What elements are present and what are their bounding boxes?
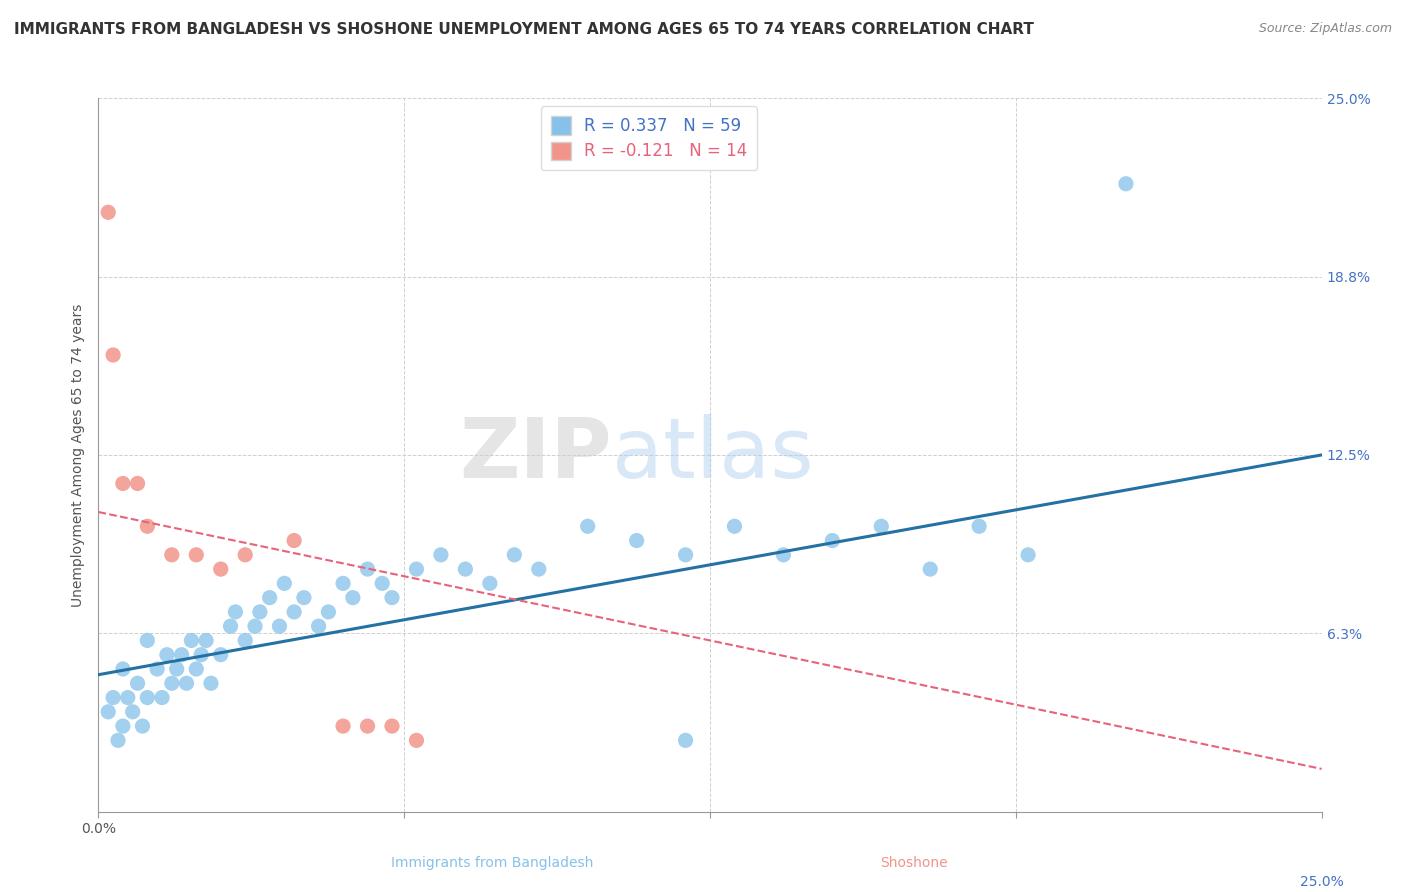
- Text: Source: ZipAtlas.com: Source: ZipAtlas.com: [1258, 22, 1392, 36]
- Point: [224, 605, 246, 619]
- Point: [1115, 177, 1137, 191]
- Text: atlas: atlas: [612, 415, 814, 495]
- Point: [131, 719, 153, 733]
- Point: [97, 705, 120, 719]
- Point: [176, 676, 198, 690]
- Point: [503, 548, 526, 562]
- Y-axis label: Unemployment Among Ages 65 to 74 years: Unemployment Among Ages 65 to 74 years: [72, 303, 86, 607]
- Point: [117, 690, 139, 705]
- Point: [101, 690, 124, 705]
- Point: [283, 605, 305, 619]
- Text: 25.0%: 25.0%: [1299, 874, 1344, 888]
- Point: [723, 519, 745, 533]
- Point: [273, 576, 295, 591]
- Point: [219, 619, 242, 633]
- Point: [233, 548, 256, 562]
- Point: [233, 633, 256, 648]
- Point: [107, 733, 129, 747]
- Point: [249, 605, 271, 619]
- Point: [209, 562, 232, 576]
- Point: [160, 676, 183, 690]
- Point: [920, 562, 942, 576]
- Point: [454, 562, 477, 576]
- Point: [576, 519, 599, 533]
- Point: [136, 690, 159, 705]
- Point: [405, 733, 427, 747]
- Point: [121, 705, 143, 719]
- Point: [283, 533, 305, 548]
- Point: [870, 519, 893, 533]
- Point: [430, 548, 453, 562]
- Point: [180, 633, 202, 648]
- Point: [1017, 548, 1039, 562]
- Point: [136, 633, 159, 648]
- Point: [111, 476, 134, 491]
- Point: [166, 662, 188, 676]
- Point: [259, 591, 281, 605]
- Point: [127, 476, 149, 491]
- Point: [332, 719, 354, 733]
- Point: [821, 533, 844, 548]
- Text: IMMIGRANTS FROM BANGLADESH VS SHOSHONE UNEMPLOYMENT AMONG AGES 65 TO 74 YEARS CO: IMMIGRANTS FROM BANGLADESH VS SHOSHONE U…: [14, 22, 1033, 37]
- Point: [200, 676, 222, 690]
- Point: [160, 548, 183, 562]
- Point: [381, 719, 404, 733]
- Point: [111, 662, 134, 676]
- Point: [269, 619, 291, 633]
- Point: [127, 676, 149, 690]
- Point: [342, 591, 364, 605]
- Point: [292, 591, 315, 605]
- Text: ZIP: ZIP: [460, 415, 612, 495]
- Point: [626, 533, 648, 548]
- Point: [308, 619, 330, 633]
- Point: [97, 205, 120, 219]
- Point: [478, 576, 501, 591]
- Point: [190, 648, 212, 662]
- Point: [675, 548, 697, 562]
- Point: [195, 633, 218, 648]
- Point: [186, 548, 208, 562]
- Point: [356, 562, 378, 576]
- Point: [243, 619, 266, 633]
- Point: [101, 348, 124, 362]
- Point: [146, 662, 169, 676]
- Point: [967, 519, 990, 533]
- Point: [156, 648, 179, 662]
- Point: [150, 690, 173, 705]
- Point: [356, 719, 378, 733]
- Point: [405, 562, 427, 576]
- Point: [318, 605, 340, 619]
- Text: Immigrants from Bangladesh: Immigrants from Bangladesh: [391, 855, 593, 870]
- Point: [111, 719, 134, 733]
- Point: [527, 562, 550, 576]
- Point: [371, 576, 394, 591]
- Point: [136, 519, 159, 533]
- Legend: R = 0.337   N = 59, R = -0.121   N = 14: R = 0.337 N = 59, R = -0.121 N = 14: [540, 106, 758, 170]
- Point: [772, 548, 794, 562]
- Point: [209, 648, 232, 662]
- Text: Shoshone: Shoshone: [880, 855, 948, 870]
- Point: [675, 733, 697, 747]
- Point: [381, 591, 404, 605]
- Point: [170, 648, 193, 662]
- Point: [186, 662, 208, 676]
- Point: [332, 576, 354, 591]
